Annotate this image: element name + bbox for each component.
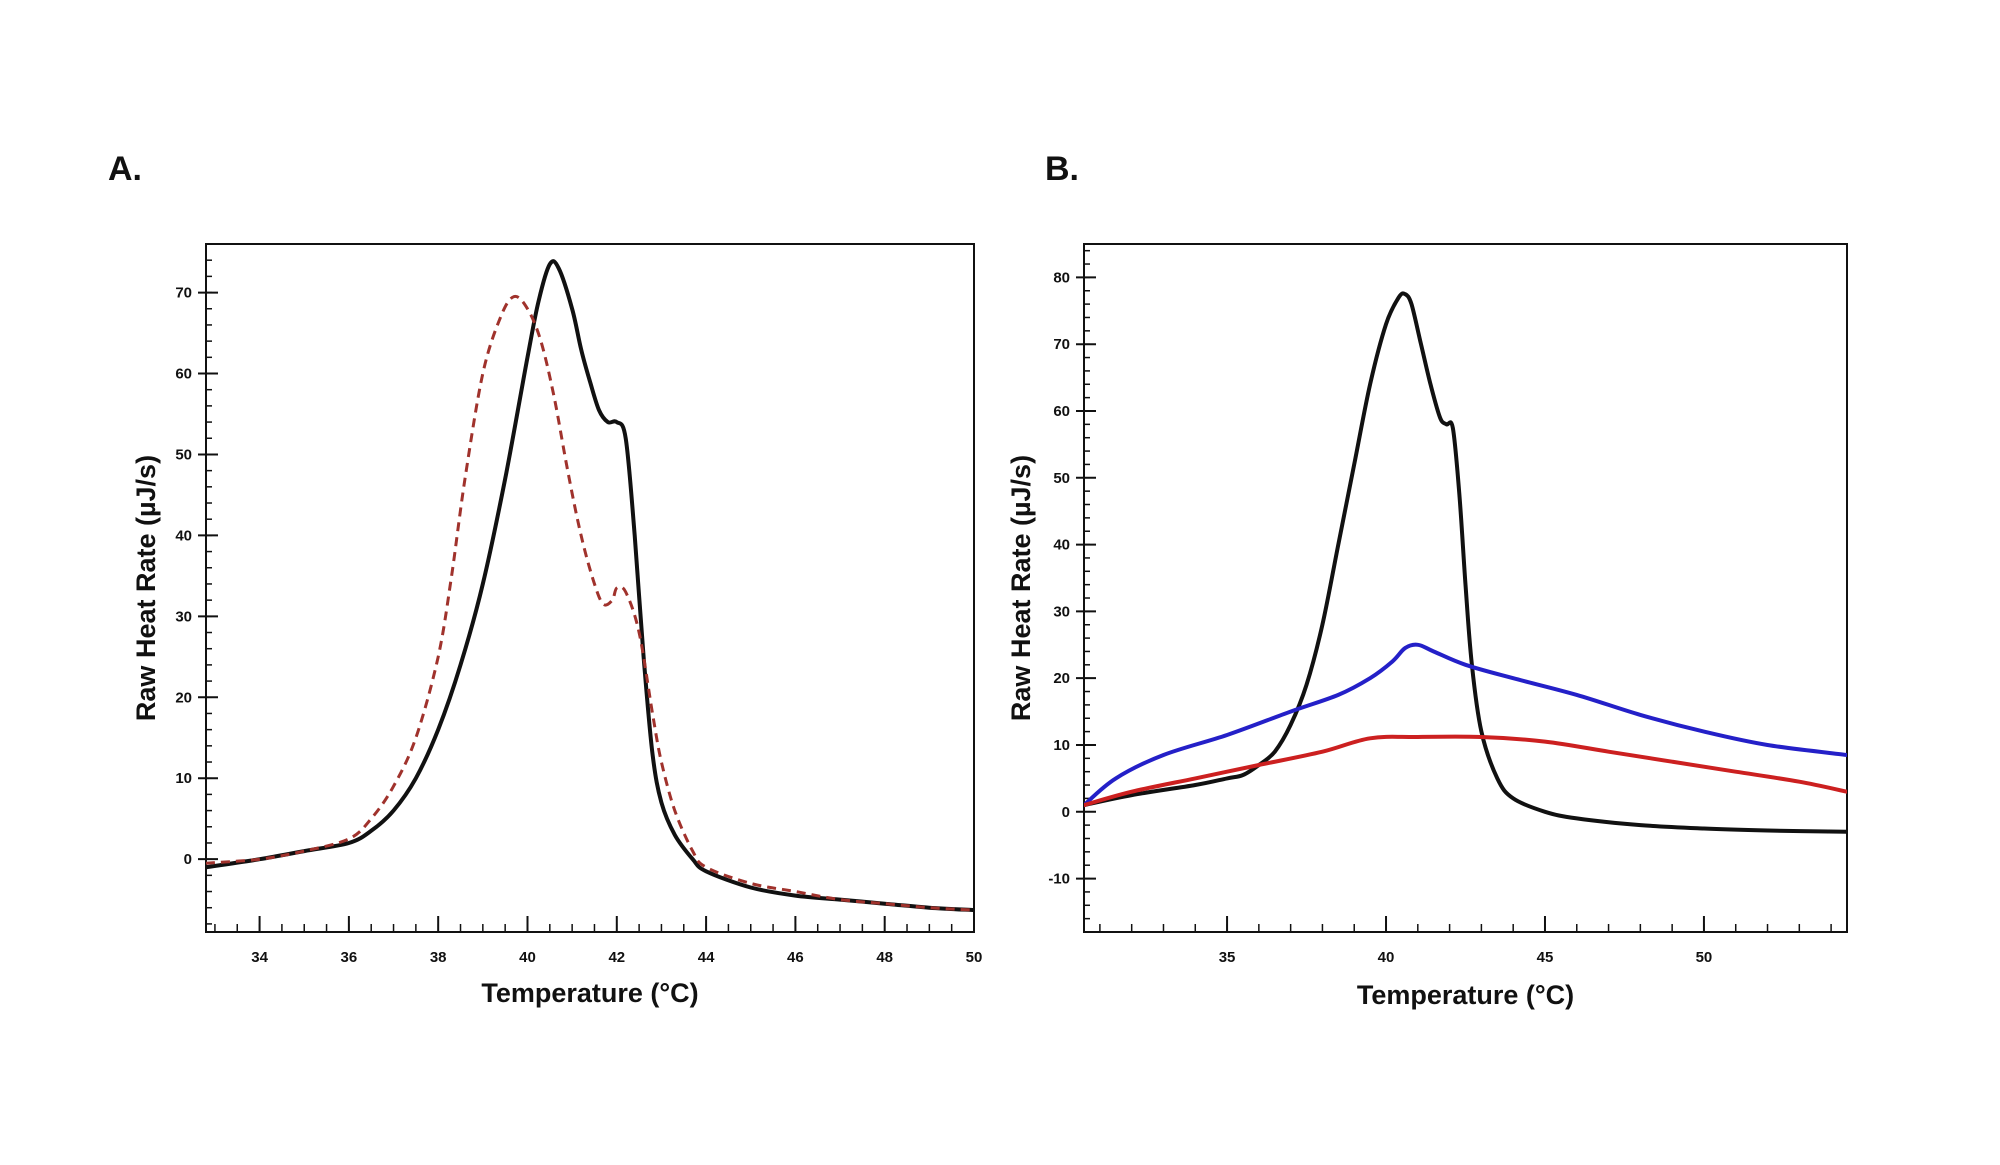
panel-label: B.	[1045, 150, 1079, 188]
x-tick-label: 40	[1378, 949, 1395, 966]
y-tick-label: 40	[175, 527, 192, 544]
series-line-solid	[206, 259, 974, 913]
series-line-dashed	[206, 294, 974, 912]
y-tick-label: 70	[1053, 336, 1070, 353]
x-tick-label: 40	[519, 949, 536, 966]
series-line-red	[1084, 734, 1847, 808]
y-tick-label: 50	[1053, 470, 1070, 487]
x-tick-label: 36	[341, 949, 358, 966]
x-axis-title: Temperature (°C)	[1357, 980, 1574, 1010]
y-tick-label: 70	[175, 285, 192, 302]
y-tick-label: 20	[1053, 670, 1070, 687]
y-tick-label: 0	[184, 851, 192, 868]
x-tick-label: 38	[430, 949, 447, 966]
y-axis-title: Raw Heat Rate (µJ/s)	[131, 455, 161, 721]
y-axis-title: Raw Heat Rate (µJ/s)	[1006, 455, 1036, 721]
y-tick-label: 10	[1053, 737, 1070, 754]
y-tick-label: 60	[175, 366, 192, 383]
x-tick-label: 44	[698, 949, 715, 966]
plot-frame	[1083, 243, 1848, 933]
x-tick-label: 48	[876, 949, 893, 966]
y-tick-label: 10	[175, 770, 192, 787]
panel-a: A. 34 36 38 40 42 44 46 48 50 0 10 20 30 40 50 60 70 Tempe…	[108, 150, 982, 1008]
y-tick-label: 50	[175, 446, 192, 463]
y-tick-label: -10	[1048, 871, 1070, 888]
panel-label: A.	[108, 150, 142, 188]
x-tick-label: 45	[1537, 949, 1554, 966]
y-tick-label: 30	[175, 608, 192, 625]
x-tick-label: 42	[608, 949, 625, 966]
y-tick-label: 40	[1053, 537, 1070, 554]
y-tick-label: 30	[1053, 603, 1070, 620]
x-tick-label: 35	[1219, 949, 1236, 966]
y-tick-label: 60	[1053, 403, 1070, 420]
panel-b: B. 35 40 45 50 -10 0 10 20 30 40 50 60 70 80 Temperatur…	[1006, 150, 1848, 1010]
y-tick-label: 80	[1053, 269, 1070, 286]
plot-frame	[205, 243, 975, 933]
x-tick-label: 34	[251, 949, 268, 966]
x-axis-title: Temperature (°C)	[481, 978, 698, 1008]
y-tick-label: 20	[175, 689, 192, 706]
series-line-black	[1084, 291, 1847, 834]
x-tick-label: 50	[966, 949, 983, 966]
series-line-blue	[1084, 642, 1847, 808]
y-tick-label: 0	[1062, 804, 1070, 821]
x-tick-label: 50	[1696, 949, 1713, 966]
x-tick-label: 46	[787, 949, 804, 966]
